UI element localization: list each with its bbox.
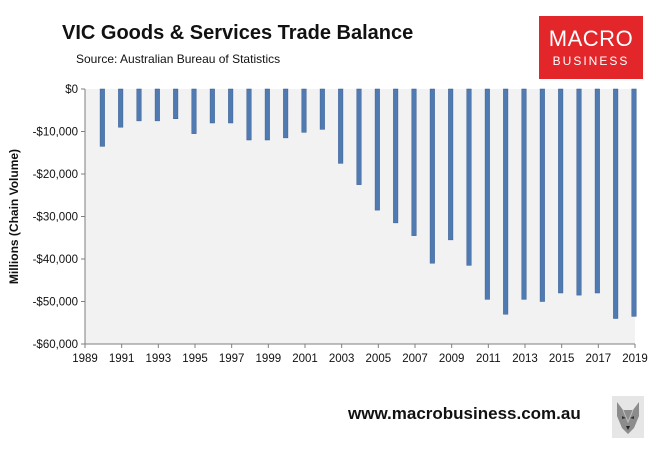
bar-1998 — [246, 88, 252, 141]
bar-1992 — [136, 88, 142, 122]
bar-2013 — [521, 88, 527, 300]
x-tick-label: 2013 — [512, 353, 538, 365]
x-tick-label: 1995 — [182, 353, 208, 365]
bar-1996 — [209, 88, 215, 124]
bar-2012 — [503, 88, 509, 315]
bar-2004 — [356, 88, 362, 185]
bar-series — [99, 88, 637, 319]
x-tick-label: 2009 — [439, 353, 465, 365]
x-tick-label: 2005 — [366, 353, 392, 365]
bar-2019 — [631, 88, 637, 317]
x-tick-label: 1989 — [72, 353, 98, 365]
bar-1994 — [173, 88, 179, 119]
x-tick-label: 1991 — [109, 353, 135, 365]
bar-2007 — [411, 88, 417, 236]
x-tick-label: 1999 — [256, 353, 282, 365]
wolf-icon — [612, 396, 644, 438]
logo-text-business: BUSINESS — [552, 54, 630, 68]
bar-2017 — [594, 88, 600, 294]
bar-2002 — [319, 88, 325, 130]
bar-1997 — [228, 88, 234, 124]
x-tick-label: 1997 — [219, 353, 245, 365]
y-tick-label: -$20,000 — [33, 169, 78, 181]
x-axis-tick-labels: 1989 1991 1993 1995 1997 1999 2001 2003 2005 2007… — [72, 344, 648, 365]
chart-title: VIC Goods & Services Trade Balance — [62, 22, 414, 44]
bar-2008 — [429, 88, 435, 264]
bar-2006 — [393, 88, 399, 224]
x-tick-label: 1993 — [146, 353, 172, 365]
bar-2011 — [484, 88, 490, 300]
bar-1999 — [264, 88, 270, 141]
macrobusiness-logo: MACRO BUSINESS — [539, 16, 643, 79]
x-tick-label: 2019 — [622, 353, 648, 365]
y-tick-label: -$50,000 — [33, 297, 78, 309]
website-url: www.macrobusiness.com.au — [348, 404, 581, 423]
bar-2009 — [448, 88, 454, 241]
bar-2014 — [539, 88, 545, 302]
chart-subtitle: Source: Australian Bureau of Statistics — [76, 52, 281, 66]
x-tick-label: 2017 — [586, 353, 612, 365]
x-tick-label: 2015 — [549, 353, 575, 365]
y-tick-label: -$40,000 — [33, 254, 78, 266]
bar-2018 — [613, 88, 619, 319]
bar-1993 — [154, 88, 160, 122]
bar-2015 — [558, 88, 564, 294]
bar-2016 — [576, 88, 582, 296]
bar-1995 — [191, 88, 197, 134]
y-tick-label: -$10,000 — [33, 127, 78, 139]
y-tick-label: $0 — [65, 84, 78, 96]
bar-2000 — [283, 88, 289, 139]
y-axis-title: Millions (Chain Volume) — [7, 149, 21, 284]
x-tick-label: 2003 — [329, 353, 355, 365]
bar-1990 — [99, 88, 105, 147]
bar-2010 — [466, 88, 472, 266]
y-axis-tick-labels: $0 -$10,000 -$20,000 -$30,000 -$40,000 -$50,0… — [33, 84, 85, 351]
y-tick-label: -$60,000 — [33, 339, 78, 351]
bar-1991 — [118, 88, 124, 128]
logo-text-macro: MACRO — [548, 26, 634, 51]
bar-2005 — [374, 88, 380, 211]
x-tick-label: 2007 — [402, 353, 428, 365]
x-tick-label: 2001 — [292, 353, 318, 365]
y-tick-label: -$30,000 — [33, 212, 78, 224]
bar-2003 — [338, 88, 344, 164]
x-tick-label: 2011 — [476, 353, 501, 365]
bar-2001 — [301, 88, 307, 133]
